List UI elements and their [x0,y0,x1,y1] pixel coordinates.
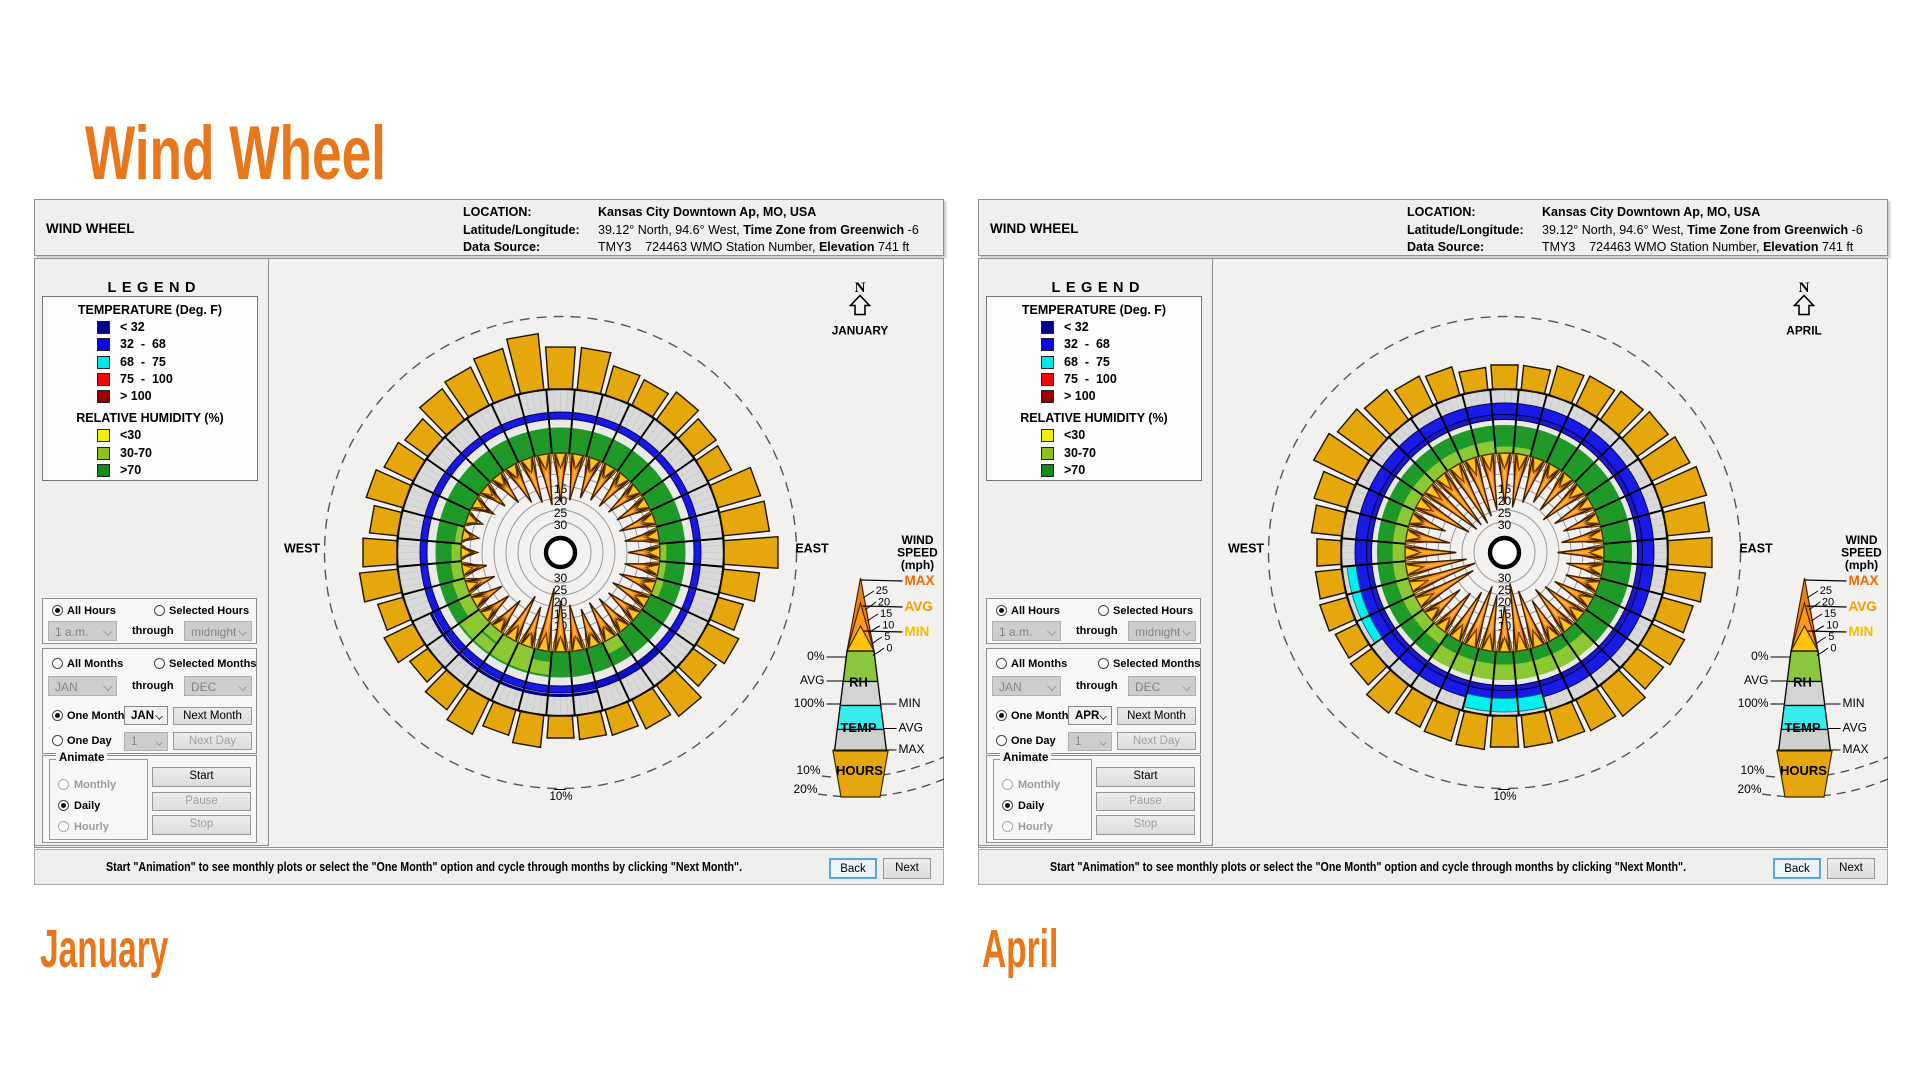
svg-text:0%: 0% [807,649,825,663]
svg-text:30: 30 [554,518,568,532]
svg-text:10%: 10% [1740,763,1764,777]
svg-text:AVG: AVG [899,721,923,735]
svg-text:WIND: WIND [1846,533,1878,547]
svg-text:10%: 10% [549,791,572,803]
svg-text:20: 20 [1498,595,1512,609]
svg-text:WEST: WEST [284,542,320,556]
svg-text:10: 10 [1826,619,1838,631]
svg-text:HOURS: HOURS [836,763,883,778]
svg-text:30: 30 [1498,518,1512,532]
svg-text:AVG: AVG [905,599,933,614]
svg-text:25: 25 [1820,585,1832,597]
svg-text:EAST: EAST [795,542,829,556]
svg-text:0: 0 [1830,642,1836,654]
svg-text:JANUARY: JANUARY [832,324,889,338]
svg-text:100%: 100% [794,696,825,710]
svg-text:WIND: WIND [902,533,934,547]
svg-text:30: 30 [1498,571,1512,585]
svg-text:SPEED: SPEED [1841,546,1882,560]
svg-text:MIN: MIN [1843,696,1865,710]
svg-text:N: N [1799,280,1810,296]
svg-text:(mph): (mph) [901,558,934,572]
svg-text:0%: 0% [1751,649,1769,663]
svg-text:MAX: MAX [899,742,925,756]
svg-text:20: 20 [1822,596,1834,608]
svg-text:25: 25 [554,506,568,520]
svg-text:25: 25 [1498,506,1512,520]
svg-text:TEMP: TEMP [840,720,876,735]
svg-text:APRIL: APRIL [1786,324,1821,338]
svg-text:RH: RH [849,674,868,689]
svg-text:20: 20 [878,596,890,608]
svg-text:N: N [855,280,866,296]
svg-text:AVG: AVG [800,673,824,687]
svg-text:HOURS: HOURS [1780,763,1827,778]
svg-text:15: 15 [880,608,892,620]
svg-text:(mph): (mph) [1845,558,1878,572]
svg-text:25: 25 [876,585,888,597]
svg-text:10: 10 [882,619,894,631]
svg-text:10%: 10% [1493,791,1516,803]
svg-text:20%: 20% [1737,782,1761,796]
svg-text:15: 15 [1824,608,1836,620]
svg-text:EAST: EAST [1739,542,1773,556]
svg-text:0: 0 [886,642,892,654]
svg-text:100%: 100% [1738,696,1769,710]
svg-text:MAX: MAX [905,573,935,588]
svg-text:RH: RH [1793,674,1812,689]
svg-text:10%: 10% [796,763,820,777]
svg-text:SPEED: SPEED [897,546,938,560]
svg-text:AVG: AVG [1843,721,1867,735]
svg-text:20%: 20% [793,782,817,796]
svg-text:WEST: WEST [1228,542,1264,556]
svg-text:MIN: MIN [899,696,921,710]
svg-text:5: 5 [884,631,890,643]
svg-text:MIN: MIN [1849,624,1874,639]
svg-text:MAX: MAX [1849,573,1879,588]
svg-text:MAX: MAX [1843,742,1869,756]
svg-text:AVG: AVG [1744,673,1768,687]
svg-text:30: 30 [554,571,568,585]
svg-text:TEMP: TEMP [1784,720,1820,735]
svg-text:AVG: AVG [1849,599,1877,614]
svg-text:25: 25 [1498,583,1512,597]
svg-text:5: 5 [1828,631,1834,643]
svg-text:25: 25 [554,583,568,597]
svg-text:MIN: MIN [905,624,930,639]
